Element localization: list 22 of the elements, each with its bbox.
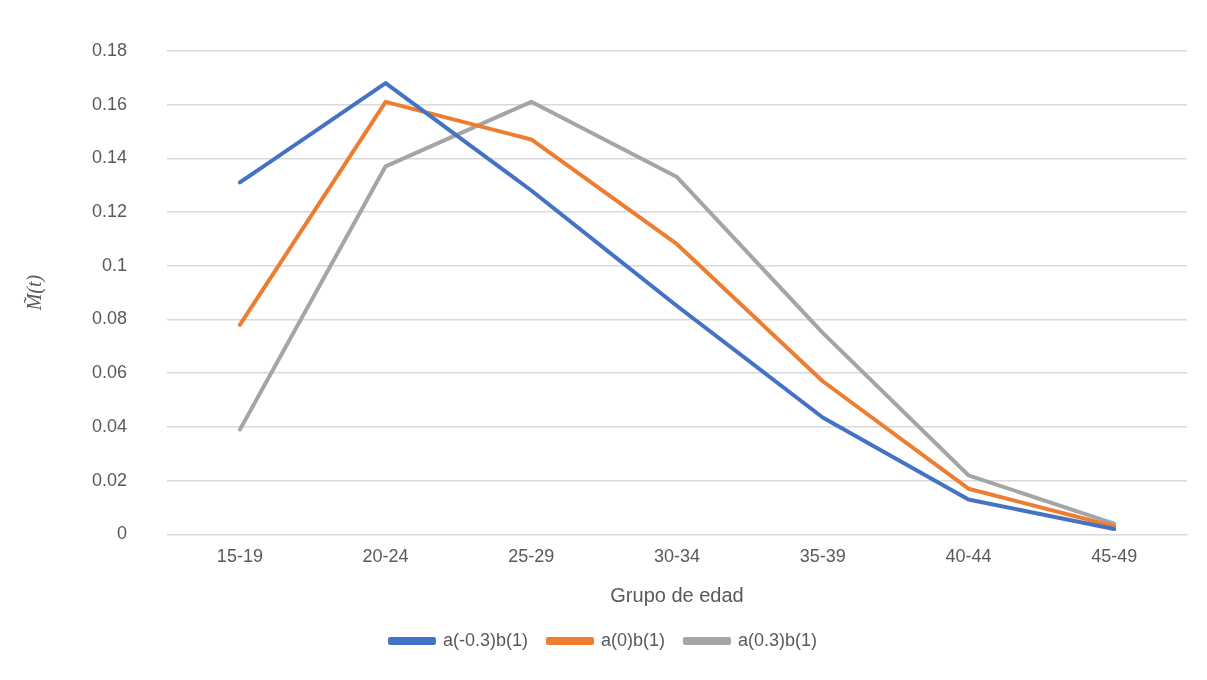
x-axis-title: Grupo de edad xyxy=(610,583,744,606)
y-tick-label: 0.1 xyxy=(102,254,128,275)
x-tick-label: 20-24 xyxy=(362,546,409,567)
x-tick-label: 25-29 xyxy=(508,546,555,567)
y-tick-label: 0.14 xyxy=(91,147,128,168)
legend-label: a(-0.3)b(1) xyxy=(442,629,528,650)
y-tick-label: 0.04 xyxy=(91,415,128,436)
y-tick-label: 0 xyxy=(117,523,128,544)
y-tick-label: 0.18 xyxy=(91,39,128,60)
y-tick-label: 0.06 xyxy=(91,362,128,383)
legend-label: a(0.3)b(1) xyxy=(738,629,818,650)
x-tick-label: 30-34 xyxy=(653,546,701,567)
x-tick-label: 40-44 xyxy=(945,546,992,567)
x-tick-label: 15-19 xyxy=(216,546,263,567)
y-tick-label: 0.16 xyxy=(91,93,128,114)
y-tick-label: 0.02 xyxy=(91,469,128,490)
x-tick-label: 35-39 xyxy=(799,546,846,567)
y-tick-label: 0.12 xyxy=(91,200,128,221)
y-axis-title: M̃(t) xyxy=(22,274,47,312)
x-tick-label: 45-49 xyxy=(1091,546,1138,567)
legend-label: a(0)b(1) xyxy=(600,629,666,650)
y-tick-label: 0.08 xyxy=(91,308,128,329)
